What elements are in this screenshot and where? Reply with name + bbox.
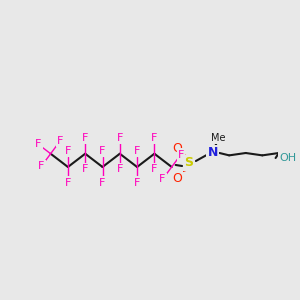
Text: F: F [82,133,88,143]
Text: F: F [151,164,158,174]
Text: F: F [38,161,45,171]
Text: F: F [178,149,184,160]
Text: F: F [134,146,140,156]
Text: F: F [151,133,158,143]
Text: OH: OH [280,153,297,163]
Text: N: N [207,146,218,160]
Text: O: O [172,172,182,184]
Text: O: O [172,142,182,154]
Text: F: F [117,164,123,174]
Text: F: F [134,178,140,188]
Text: F: F [65,178,71,188]
Text: S: S [184,157,194,169]
Text: F: F [99,178,106,188]
Text: F: F [65,146,71,156]
Text: Me: Me [211,133,226,143]
Text: F: F [57,136,63,146]
Text: F: F [82,164,88,174]
Text: F: F [35,139,42,149]
Text: F: F [99,146,106,156]
Text: F: F [117,133,123,143]
Text: F: F [159,174,166,184]
